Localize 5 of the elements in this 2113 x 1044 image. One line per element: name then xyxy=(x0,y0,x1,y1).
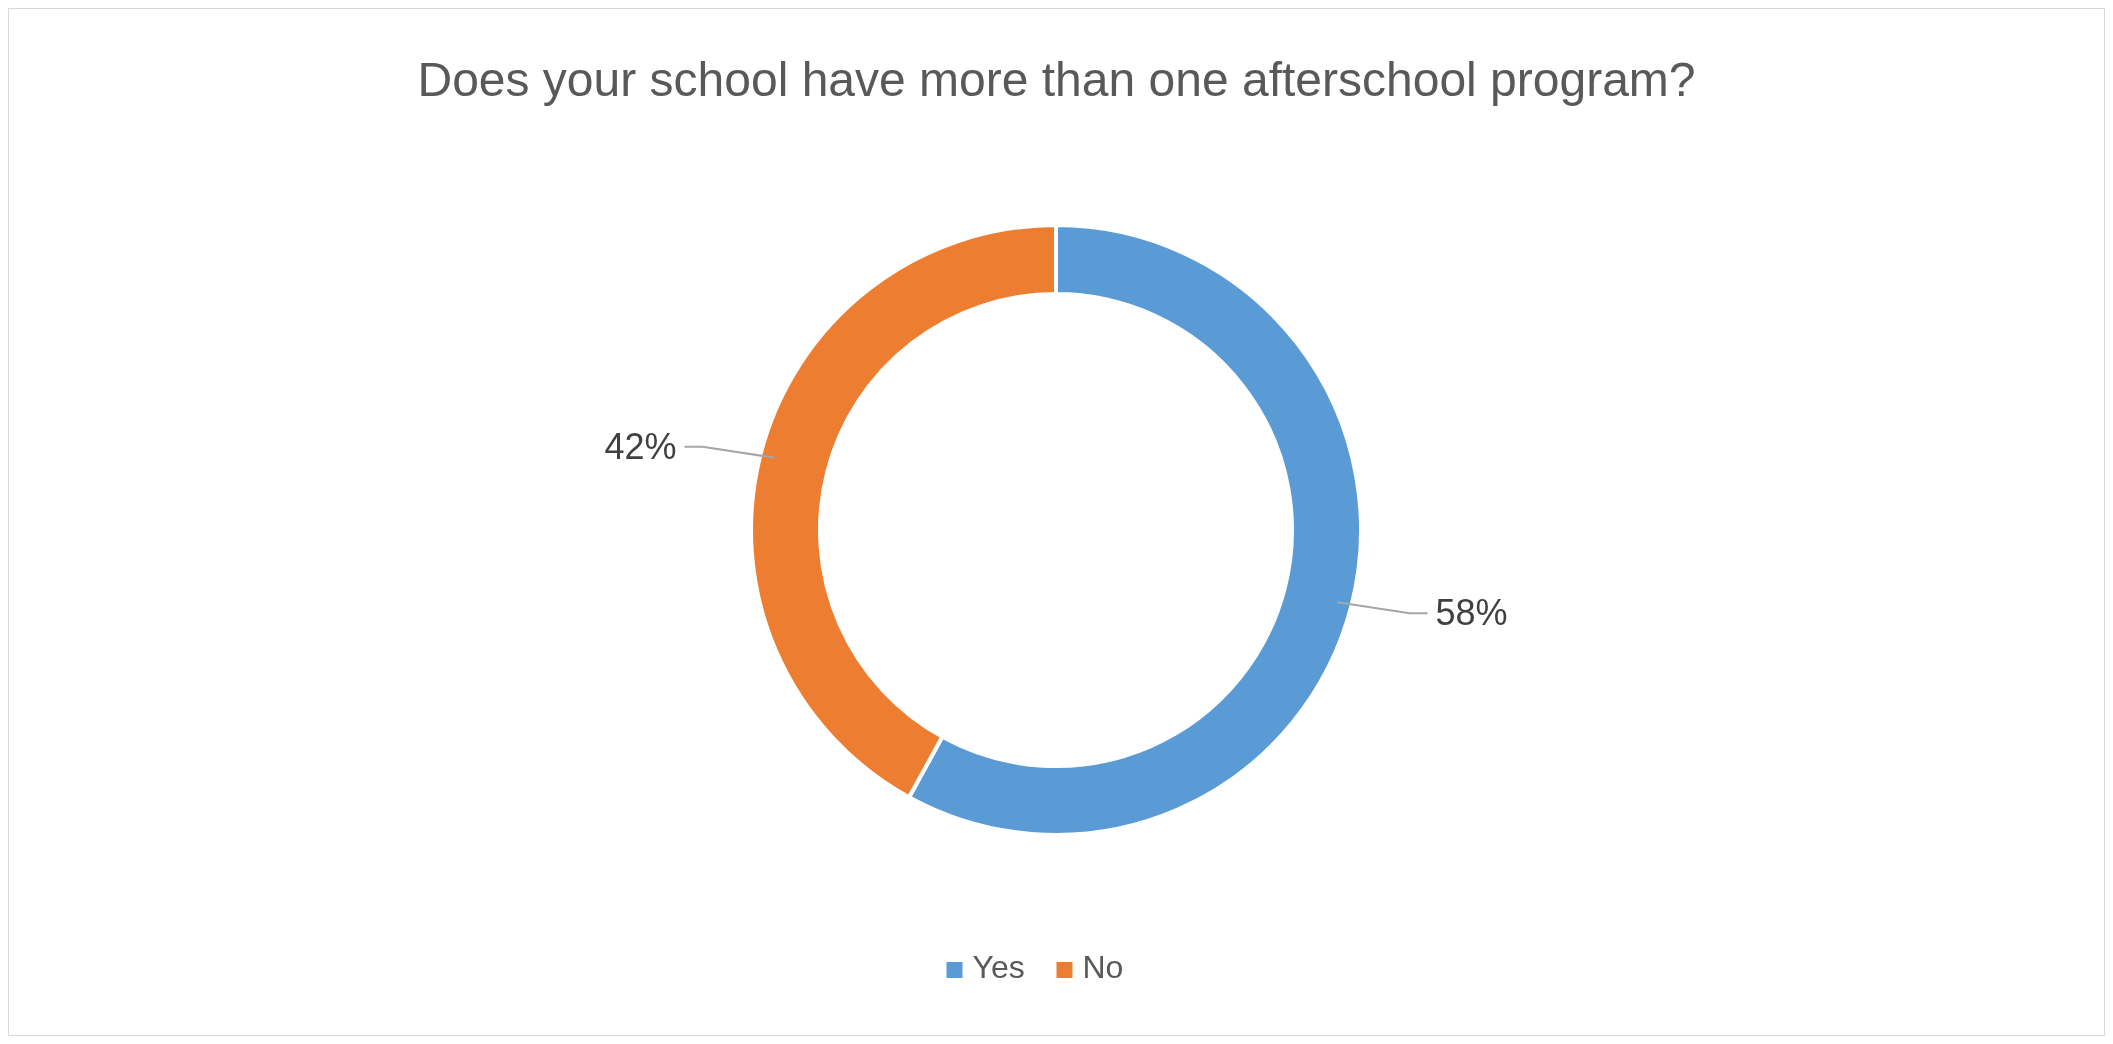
legend-label: Yes xyxy=(972,949,1025,985)
data-label: 42% xyxy=(604,425,677,467)
data-label: 58% xyxy=(1435,592,1508,634)
legend-label: No xyxy=(1082,949,1124,985)
chart-title: Does your school have more than one afterschool program? xyxy=(417,53,1696,106)
